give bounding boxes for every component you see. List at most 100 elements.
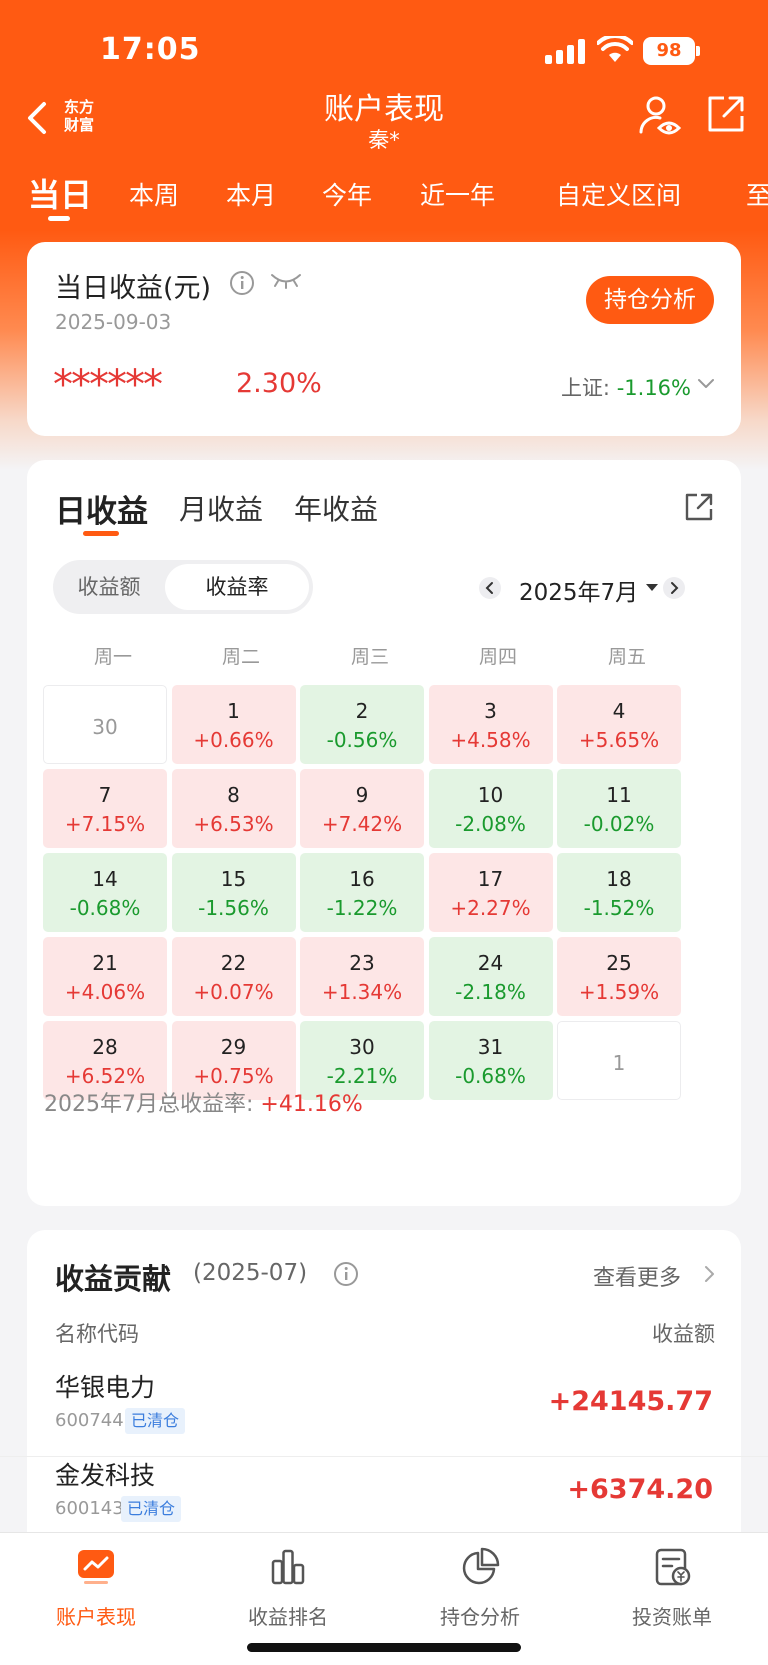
pie-chart-icon: [462, 1547, 500, 1585]
today-date: 2025-09-03: [55, 310, 172, 334]
day-number: 17: [477, 867, 504, 891]
day-return: +4.06%: [64, 980, 146, 1004]
day-return: -1.52%: [583, 896, 655, 920]
calendar-day-cell[interactable]: 16 -1.22%: [300, 853, 424, 932]
day-return: +7.42%: [321, 812, 403, 836]
day-number: 28: [92, 1035, 118, 1059]
toggle-rate[interactable]: 收益率: [165, 564, 309, 610]
calendar-day-cell[interactable]: 7 +7.15%: [43, 769, 167, 848]
tab-today[interactable]: 当日: [28, 176, 93, 214]
account-name: 秦*: [368, 128, 400, 152]
calendar-day-cell[interactable]: 3 +4.58%: [428, 685, 553, 764]
calendar-day-cell[interactable]: 11 -0.02%: [557, 769, 681, 848]
calendar-day-cell[interactable]: 1: [557, 1021, 681, 1100]
day-return: -0.68%: [69, 896, 141, 920]
calendar-day-cell[interactable]: 8 +6.53%: [171, 769, 296, 848]
share-icon[interactable]: [684, 492, 714, 522]
calendar-day-cell[interactable]: 30 -2.21%: [300, 1021, 424, 1100]
calendar-day-cell[interactable]: 10 -2.08%: [428, 769, 553, 848]
calendar-day-cell[interactable]: 31 -0.68%: [428, 1021, 553, 1100]
app-logo: 东方 财富: [63, 98, 94, 134]
day-number: 30: [92, 715, 118, 739]
stock-name: 金发科技: [55, 1461, 156, 1490]
chevron-down-icon[interactable]: [697, 374, 715, 392]
info-icon[interactable]: [229, 270, 255, 296]
chevron-right-icon[interactable]: [702, 1264, 716, 1284]
day-number: 30: [349, 1035, 375, 1059]
tabbar-label: 持仓分析: [440, 1605, 520, 1629]
calendar-day-cell[interactable]: 9 +7.42%: [300, 769, 424, 848]
list-item[interactable]: 金发科技 600143 已清仓 +6374.20: [27, 1448, 741, 1542]
day-number: 25: [606, 951, 632, 975]
holdings-analysis-button[interactable]: 持仓分析: [586, 276, 714, 324]
column-amount: 收益额: [652, 1322, 715, 1346]
calendar-day-cell[interactable]: 18 -1.52%: [557, 853, 681, 932]
list-item[interactable]: 华银电力 600744 已清仓 +24145.77: [27, 1360, 741, 1454]
day-return: +0.75%: [193, 1064, 274, 1088]
back-arrow-icon[interactable]: [24, 100, 48, 136]
day-number: 1: [227, 699, 240, 723]
eye-closed-icon[interactable]: [269, 270, 303, 290]
share-icon[interactable]: [706, 94, 746, 134]
calendar-day-cell[interactable]: 30: [43, 685, 167, 764]
bottom-tab-bar: 账户表现 收益排名 持仓分析 投资账单: [0, 1532, 768, 1665]
stock-name: 华银电力: [55, 1373, 156, 1402]
tab-monthly-return[interactable]: 月收益: [179, 493, 264, 526]
day-return: -2.08%: [455, 812, 526, 836]
info-icon[interactable]: [333, 1261, 359, 1287]
tab-week[interactable]: 本周: [129, 181, 180, 210]
today-return-card: 当日收益(元) 2025-09-03 持仓分析 ****** 2.30% 上证:…: [27, 242, 741, 436]
prev-month-button[interactable]: [479, 577, 501, 599]
day-number: 21: [92, 951, 118, 975]
column-name-code: 名称代码: [55, 1322, 139, 1346]
day-return: +7.15%: [64, 812, 146, 836]
next-month-button[interactable]: [663, 577, 685, 599]
benchmark-index[interactable]: 上证: -1.16%: [560, 376, 691, 400]
day-return: +6.52%: [64, 1064, 146, 1088]
calendar-day-cell[interactable]: 14 -0.68%: [43, 853, 167, 932]
day-return: +4.58%: [450, 728, 531, 752]
calendar-day-cell[interactable]: 1 +0.66%: [171, 685, 296, 764]
contribution-range: (2025-07): [193, 1260, 308, 1286]
calendar-day-cell[interactable]: 24 -2.18%: [428, 937, 553, 1016]
tab-since-inception[interactable]: 至: [746, 181, 768, 210]
caret-down-icon[interactable]: [646, 584, 658, 591]
contribution-title: 收益贡献: [55, 1262, 172, 1296]
month-label[interactable]: 2025年7月: [519, 580, 639, 606]
calendar-day-cell[interactable]: 25 +1.59%: [557, 937, 681, 1016]
battery-level: 98: [643, 37, 695, 65]
tabbar-label: 收益排名: [248, 1605, 328, 1629]
day-number: 15: [220, 867, 247, 891]
day-return: +5.65%: [578, 728, 660, 752]
day-number: 22: [220, 951, 247, 975]
day-return: +1.59%: [578, 980, 660, 1004]
weekday-label: 周二: [221, 646, 260, 668]
day-return: -2.18%: [455, 980, 526, 1004]
calendar-day-cell[interactable]: 23 +1.34%: [300, 937, 424, 1016]
calendar-day-cell[interactable]: 28 +6.52%: [43, 1021, 167, 1100]
calendar-day-cell[interactable]: 2 -0.56%: [300, 685, 424, 764]
day-return: -0.68%: [455, 1064, 526, 1088]
day-number: 11: [606, 783, 632, 807]
tab-last-year[interactable]: 近一年: [420, 181, 496, 210]
chevron-right-icon: [671, 582, 679, 594]
day-number: 24: [477, 951, 504, 975]
tab-year[interactable]: 今年: [322, 181, 373, 210]
tab-yearly-return[interactable]: 年收益: [294, 493, 379, 526]
calendar-day-cell[interactable]: 29 +0.75%: [171, 1021, 296, 1100]
calendar-day-cell[interactable]: 22 +0.07%: [171, 937, 296, 1016]
tab-custom-range[interactable]: 自定义区间: [556, 181, 682, 210]
stock-code: 600143: [55, 1498, 124, 1519]
toggle-amount[interactable]: 收益额: [77, 575, 141, 599]
amount-rate-toggle: 收益额 收益率: [53, 560, 313, 614]
tab-month[interactable]: 本月: [226, 181, 277, 210]
calendar-day-cell[interactable]: 4 +5.65%: [557, 685, 681, 764]
calendar-day-cell[interactable]: 15 -1.56%: [171, 853, 296, 932]
stock-profit: +24145.77: [548, 1386, 713, 1417]
calendar-day-cell[interactable]: 17 +2.27%: [428, 853, 553, 932]
user-privacy-icon[interactable]: [638, 94, 682, 138]
calendar-day-cell[interactable]: 21 +4.06%: [43, 937, 167, 1016]
day-number: 9: [355, 783, 369, 807]
view-more-link[interactable]: 查看更多: [593, 1266, 682, 1291]
tab-daily-return[interactable]: 日收益: [55, 494, 148, 530]
